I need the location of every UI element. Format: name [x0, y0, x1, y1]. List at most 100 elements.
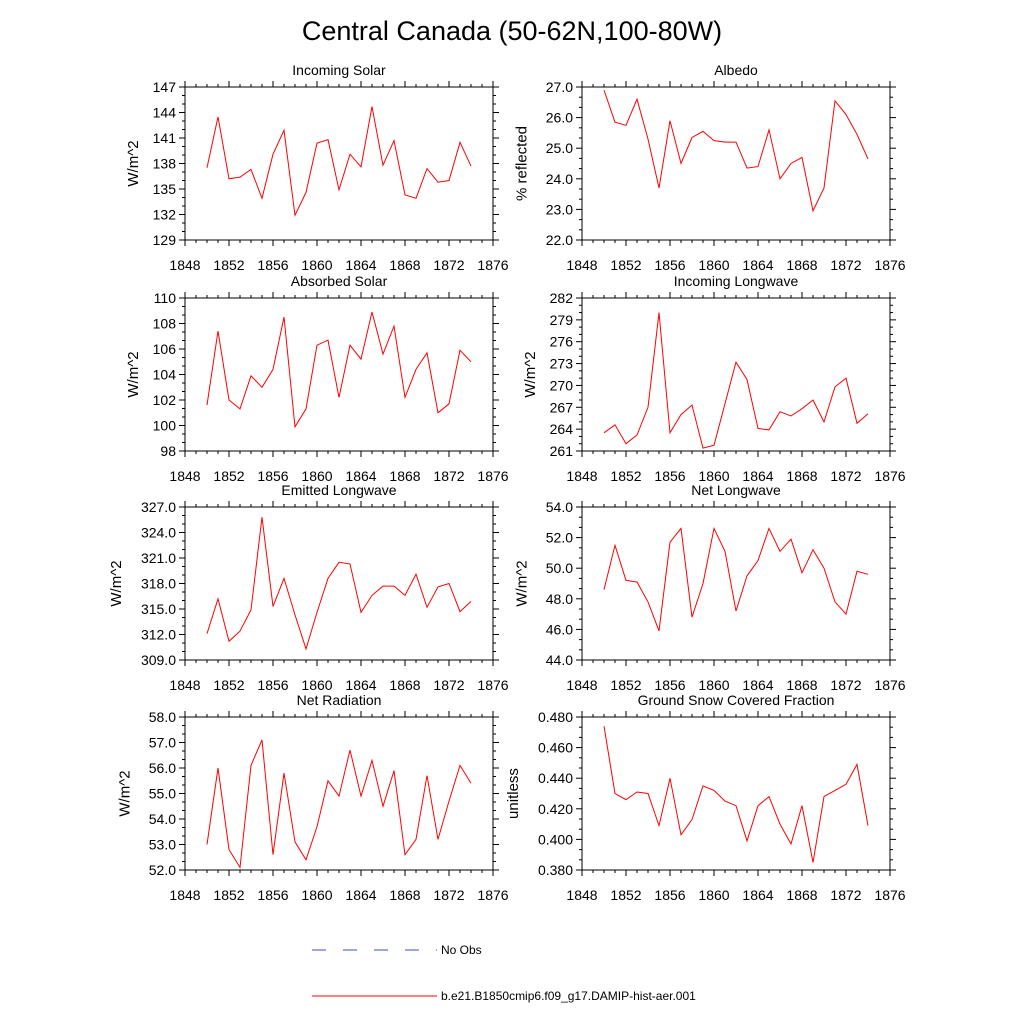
y-tick-label: 52.0 — [149, 862, 176, 878]
y-tick-label: 321.0 — [141, 550, 176, 566]
x-tick-label: 1868 — [786, 468, 817, 484]
x-tick-label: 1852 — [610, 468, 641, 484]
panels: Incoming Solar 1848 1852 1856 1860 1864 1868 18… — [108, 62, 906, 903]
x-tick-label: 1872 — [830, 677, 861, 693]
y-tick-label: 54.0 — [546, 499, 573, 515]
x-tick-label: 1876 — [874, 468, 905, 484]
plot-frame — [581, 86, 891, 241]
x-tick-label: 1848 — [169, 468, 200, 484]
x-tick-label: 1860 — [698, 257, 729, 273]
x-tick-label: 1876 — [874, 257, 905, 273]
y-tick-label: 312.0 — [141, 627, 176, 643]
y-tick-label: 273 — [550, 356, 574, 372]
x-tick-label: 1852 — [213, 887, 244, 903]
panel-title: Absorbed Solar — [291, 273, 388, 289]
y-tick-label: 104 — [153, 367, 177, 383]
panel-title: Net Longwave — [691, 482, 781, 498]
panel-title: Incoming Solar — [292, 62, 386, 78]
plot-frame — [184, 506, 494, 661]
y-tick-label: 138 — [153, 156, 177, 172]
y-axis-label: W/m^2 — [108, 560, 125, 606]
y-tick-label: 25.0 — [546, 140, 573, 156]
y-tick-label: 56.0 — [149, 760, 176, 776]
x-tick-label: 1864 — [345, 257, 376, 273]
y-tick-label: 129 — [153, 232, 177, 248]
x-tick-label: 1860 — [698, 677, 729, 693]
x-tick-label: 1876 — [477, 677, 508, 693]
legend: No Obs b.e21.B1850cmip6.f09_g17.DAMIP-hi… — [312, 943, 696, 1003]
x-tick-label: 1860 — [698, 468, 729, 484]
y-axis-label: W/m^2 — [125, 140, 142, 186]
x-tick-label: 1856 — [257, 257, 288, 273]
panel-incoming-solar: Incoming Solar 1848 1852 1856 1860 1864 1868 18… — [125, 62, 509, 273]
y-tick-label: 98 — [160, 443, 176, 459]
y-tick-label: 279 — [550, 312, 574, 328]
x-tick-label: 1856 — [257, 677, 288, 693]
x-tick-label: 1868 — [389, 257, 420, 273]
x-tick-label: 1856 — [654, 887, 685, 903]
y-tick-label: 52.0 — [546, 530, 573, 546]
y-tick-label: 27.0 — [546, 79, 573, 95]
x-tick-label: 1860 — [301, 257, 332, 273]
x-tick-label: 1852 — [610, 887, 641, 903]
series-line-absorbed-solar — [206, 311, 472, 429]
x-tick-label: 1848 — [169, 257, 200, 273]
x-tick-label: 1864 — [345, 468, 376, 484]
panel-title: Incoming Longwave — [674, 273, 799, 289]
y-tick-label: 0.480 — [538, 709, 573, 725]
y-tick-label: 46.0 — [546, 621, 573, 637]
x-tick-label: 1848 — [566, 257, 597, 273]
series-line-incoming-solar — [206, 106, 472, 218]
x-tick-label: 1864 — [742, 677, 773, 693]
series-line-net-longwave — [603, 526, 869, 632]
panel-title: Albedo — [714, 62, 758, 78]
panel-net-radiation: Net Radiation 1848 1852 1856 1860 1864 1868 187… — [116, 692, 508, 903]
y-tick-label: 102 — [153, 392, 177, 408]
panel-incoming-longwave: Incoming Longwave 1848 1852 1856 1860 1864 186… — [522, 273, 906, 484]
x-tick-label: 1876 — [874, 677, 905, 693]
y-tick-label: 108 — [153, 316, 177, 332]
y-tick-label: 58.0 — [149, 709, 176, 725]
panel-albedo: Albedo 1848 1852 1856 1860 1864 1868 1872 1876 22… — [513, 62, 905, 273]
panel-title: Ground Snow Covered Fraction — [638, 692, 835, 708]
y-tick-label: 267 — [550, 399, 574, 415]
x-tick-label: 1872 — [830, 887, 861, 903]
x-tick-label: 1872 — [433, 677, 464, 693]
y-axis-label: unitless — [505, 768, 522, 819]
y-tick-label: 106 — [153, 341, 177, 357]
y-tick-label: 141 — [153, 130, 177, 146]
x-tick-label: 1852 — [610, 677, 641, 693]
y-tick-label: 53.0 — [149, 837, 176, 853]
x-tick-label: 1860 — [301, 887, 332, 903]
x-tick-label: 1864 — [742, 468, 773, 484]
y-tick-label: 44.0 — [546, 652, 573, 668]
x-tick-label: 1856 — [654, 257, 685, 273]
panel-net-longwave: Net Longwave 1848 1852 1856 1860 1864 1868 1872… — [513, 482, 905, 693]
x-tick-label: 1868 — [389, 887, 420, 903]
y-tick-label: 0.460 — [538, 740, 573, 756]
panel-absorbed-solar: Absorbed Solar 1848 1852 1856 1860 1864 1868 18… — [125, 273, 509, 484]
x-tick-label: 1868 — [786, 887, 817, 903]
y-tick-label: 282 — [550, 290, 574, 306]
x-tick-label: 1856 — [654, 468, 685, 484]
plot-frame — [581, 506, 891, 661]
y-tick-label: 144 — [153, 105, 177, 121]
y-tick-label: 270 — [550, 377, 574, 393]
plot-frame — [581, 716, 891, 871]
y-axis-label: W/m^2 — [116, 770, 133, 816]
y-tick-label: 261 — [550, 443, 574, 459]
y-tick-label: 22.0 — [546, 232, 573, 248]
x-tick-label: 1868 — [389, 677, 420, 693]
x-tick-label: 1864 — [742, 257, 773, 273]
x-tick-label: 1876 — [477, 257, 508, 273]
y-tick-label: 309.0 — [141, 652, 176, 668]
series-line-ground-snow-covered-fraction — [603, 726, 869, 863]
x-tick-label: 1852 — [610, 257, 641, 273]
x-tick-label: 1864 — [345, 677, 376, 693]
x-tick-label: 1856 — [257, 468, 288, 484]
x-tick-label: 1852 — [213, 677, 244, 693]
y-tick-label: 327.0 — [141, 499, 176, 515]
y-tick-label: 23.0 — [546, 201, 573, 217]
plot-frame — [184, 716, 494, 871]
